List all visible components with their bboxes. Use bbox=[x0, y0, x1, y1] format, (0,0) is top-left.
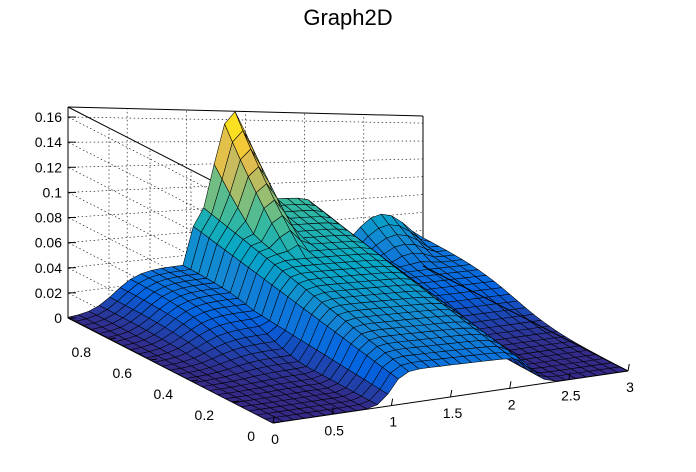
y-tick-label: 0.4 bbox=[154, 386, 174, 402]
y-tick bbox=[272, 421, 281, 424]
x-tick bbox=[450, 389, 453, 398]
x-tick-label: 1.5 bbox=[443, 405, 463, 421]
z-tick-label: 0.1 bbox=[43, 184, 63, 200]
y-tick-label: 0.6 bbox=[113, 365, 133, 381]
x-tick bbox=[390, 398, 394, 406]
box-edge-front bbox=[422, 265, 629, 372]
y-tick bbox=[231, 400, 240, 403]
x-tick bbox=[627, 363, 630, 372]
y-tick-label: 0.8 bbox=[72, 344, 92, 360]
x-tick-label: 2.5 bbox=[561, 388, 581, 404]
y-tick bbox=[190, 379, 199, 382]
x-tick-label: 3 bbox=[626, 379, 634, 395]
z-tick-label: 0.12 bbox=[35, 159, 62, 175]
surface-layer bbox=[67, 111, 629, 424]
box-edge-back bbox=[67, 106, 424, 117]
z-tick-label: 0.08 bbox=[35, 210, 62, 226]
x-tick-label: 0 bbox=[271, 431, 279, 447]
z-tick-label: 0.14 bbox=[35, 134, 62, 150]
z-grid-line bbox=[67, 116, 424, 223]
y-tick bbox=[108, 337, 117, 340]
y-tick-label: 0.2 bbox=[195, 407, 215, 423]
z-tick-label: 0.02 bbox=[35, 285, 62, 301]
y-tick-label: 0 bbox=[247, 428, 255, 444]
x-tick bbox=[509, 381, 512, 389]
z-tick-label: 0.04 bbox=[35, 260, 62, 276]
x-tick bbox=[568, 372, 571, 380]
axes: 0 0.02 0.04 0.06 0.08 0.1 0.12 0.14 0.16 0 0.5 1 1.5… bbox=[35, 109, 634, 447]
x-tick bbox=[272, 415, 275, 424]
x-tick-label: 2 bbox=[508, 396, 516, 412]
x-tick bbox=[331, 407, 334, 415]
x-tick-label: 1 bbox=[389, 414, 397, 430]
z-tick-label: 0 bbox=[54, 310, 62, 326]
chart-title: Graph2D bbox=[303, 5, 392, 30]
z-tick-label: 0.16 bbox=[35, 109, 62, 125]
y-tick bbox=[149, 358, 158, 361]
x-tick-label: 0.5 bbox=[324, 422, 344, 438]
z-tick-label: 0.06 bbox=[35, 235, 62, 251]
